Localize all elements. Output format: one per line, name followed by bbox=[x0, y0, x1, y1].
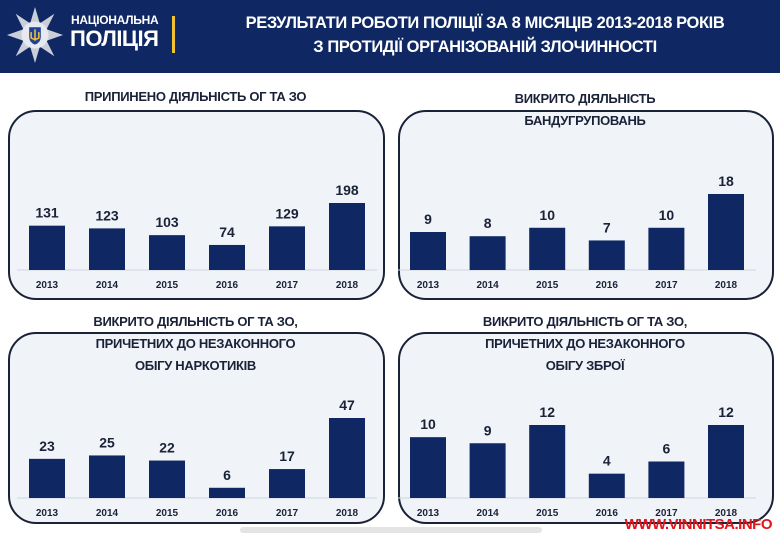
bar-2015 bbox=[149, 235, 185, 270]
data-label: 25 bbox=[99, 434, 115, 450]
data-label: 10 bbox=[420, 416, 436, 432]
data-label: 7 bbox=[603, 219, 611, 235]
title-line: ПРИПИНЕНО ДІЯЛЬНІСТЬ ОГ ТА ЗО bbox=[84, 89, 307, 104]
data-label: 9 bbox=[424, 211, 432, 227]
data-label: 18 bbox=[718, 173, 734, 189]
data-label: 47 bbox=[339, 397, 355, 413]
title-line2: З ПРОТИДІЇ ОРГАНІЗОВАНІЙ ЗЛОЧИННОСТІ bbox=[313, 38, 657, 56]
bar-2018 bbox=[329, 203, 365, 270]
bar-2016 bbox=[209, 244, 245, 270]
bar-2018 bbox=[329, 418, 365, 498]
data-label: 129 bbox=[275, 205, 299, 221]
title-line: ВИКРИТО ДІЯЛЬНІСТЬ ОГ ТА ЗО, bbox=[93, 314, 298, 329]
x-tick-label: 2017 bbox=[276, 280, 299, 291]
chart-title-2: ВИКРИТО ДІЯЛЬНІСТЬ ОГ ТА ЗО, ПРИЧЕТНИХ Д… bbox=[8, 311, 383, 377]
title-line: БАНДУГРУПОВАНЬ bbox=[524, 113, 646, 128]
bar-2017 bbox=[269, 226, 305, 270]
x-tick-label: 2016 bbox=[216, 280, 239, 291]
bar-2017 bbox=[269, 469, 305, 498]
x-tick-label: 2018 bbox=[715, 508, 738, 519]
x-tick-label: 2016 bbox=[596, 280, 619, 291]
title-line1: РЕЗУЛЬТАТИ РОБОТИ ПОЛІЦІЇ ЗА 8 МІСЯЦІВ 2… bbox=[245, 14, 725, 32]
page-title: РЕЗУЛЬТАТИ РОБОТИ ПОЛІЦІЇ ЗА 8 МІСЯЦІВ 2… bbox=[205, 11, 765, 59]
data-label: 23 bbox=[39, 438, 55, 454]
bar-2013 bbox=[410, 437, 446, 498]
x-tick-label: 2013 bbox=[36, 508, 59, 519]
x-tick-label: 2013 bbox=[417, 508, 440, 519]
title-line: ПРИЧЕТНИХ ДО НЕЗАКОННОГО bbox=[485, 336, 685, 351]
x-tick-label: 2016 bbox=[216, 508, 239, 519]
brand-line1: НАЦІОНАЛЬНА bbox=[71, 13, 159, 27]
bar-2014 bbox=[89, 455, 125, 498]
x-tick-label: 2013 bbox=[417, 280, 440, 291]
brand-line2: ПОЛІЦІЯ bbox=[70, 26, 159, 51]
bar-2014 bbox=[469, 236, 506, 270]
data-label: 123 bbox=[95, 207, 119, 223]
title-line: ВИКРИТО ДІЯЛЬНІСТЬ bbox=[514, 91, 656, 106]
x-tick-label: 2017 bbox=[655, 508, 678, 519]
data-label: 103 bbox=[155, 214, 179, 230]
x-tick-label: 2017 bbox=[276, 508, 299, 519]
chart-panel-2 bbox=[8, 332, 385, 524]
data-label: 10 bbox=[659, 207, 675, 223]
brand-divider bbox=[172, 16, 175, 53]
x-tick-label: 2015 bbox=[156, 508, 179, 519]
chart-title-0: ПРИПИНЕНО ДІЯЛЬНІСТЬ ОГ ТА ЗО bbox=[8, 86, 383, 108]
x-tick-label: 2014 bbox=[96, 280, 119, 291]
data-label: 6 bbox=[663, 441, 671, 457]
chart-title-1: ВИКРИТО ДІЯЛЬНІСТЬ БАНДУГРУПОВАНЬ bbox=[398, 88, 772, 132]
data-label: 4 bbox=[603, 453, 611, 469]
bar-2018 bbox=[708, 194, 744, 270]
title-line: ОБІГУ ЗБРОЇ bbox=[545, 358, 625, 373]
data-label: 12 bbox=[718, 404, 734, 420]
data-label: 6 bbox=[223, 467, 231, 483]
chart-panel-0 bbox=[8, 110, 385, 300]
data-label: 10 bbox=[539, 207, 555, 223]
bar-2017 bbox=[648, 461, 685, 498]
watermark: WWW.VINNITSA.INFO bbox=[624, 516, 773, 533]
x-tick-label: 2018 bbox=[715, 280, 738, 291]
title-line: ОБІГУ НАРКОТИКІВ bbox=[134, 358, 257, 373]
horizontal-scrollbar[interactable] bbox=[240, 527, 542, 533]
x-tick-label: 2014 bbox=[476, 280, 499, 291]
data-label: 12 bbox=[539, 404, 555, 420]
title-line: ВИКРИТО ДІЯЛЬНІСТЬ ОГ ТА ЗО, bbox=[482, 314, 688, 329]
data-label: 131 bbox=[35, 205, 59, 221]
data-label: 22 bbox=[159, 440, 175, 456]
bar-2014 bbox=[89, 228, 125, 270]
title-line: ПРИЧЕТНИХ ДО НЕЗАКОННОГО bbox=[95, 336, 296, 351]
bar-2015 bbox=[529, 227, 566, 270]
x-tick-label: 2014 bbox=[96, 508, 119, 519]
bar-2016 bbox=[588, 240, 625, 270]
x-tick-label: 2018 bbox=[336, 508, 359, 519]
x-tick-label: 2018 bbox=[336, 280, 359, 291]
data-label: 9 bbox=[484, 422, 492, 438]
data-label: 198 bbox=[335, 182, 359, 198]
x-tick-label: 2015 bbox=[536, 508, 559, 519]
data-label: 74 bbox=[219, 224, 235, 240]
data-label: 8 bbox=[484, 215, 492, 231]
x-tick-label: 2015 bbox=[536, 280, 559, 291]
data-label: 17 bbox=[279, 448, 295, 464]
header-banner: НАЦІОНАЛЬНА ПОЛІЦІЯ РЕЗУЛЬТАТИ РОБОТИ ПО… bbox=[0, 0, 780, 73]
chart-title-3: ВИКРИТО ДІЯЛЬНІСТЬ ОГ ТА ЗО, ПРИЧЕТНИХ Д… bbox=[398, 311, 772, 377]
bar-2013 bbox=[410, 232, 446, 270]
x-tick-label: 2017 bbox=[655, 280, 678, 291]
bar-2018 bbox=[708, 425, 744, 498]
bar-2016 bbox=[588, 473, 625, 498]
bar-2013 bbox=[29, 458, 65, 498]
bar-2016 bbox=[209, 487, 245, 498]
x-tick-label: 2013 bbox=[36, 280, 59, 291]
bar-2015 bbox=[149, 460, 185, 498]
bar-2015 bbox=[529, 425, 566, 498]
police-star-logo-icon bbox=[6, 6, 64, 64]
bar-2013 bbox=[29, 225, 65, 270]
bar-2017 bbox=[648, 227, 685, 270]
x-tick-label: 2016 bbox=[596, 508, 619, 519]
x-tick-label: 2015 bbox=[156, 280, 179, 291]
bar-2014 bbox=[469, 443, 506, 498]
x-tick-label: 2014 bbox=[476, 508, 499, 519]
